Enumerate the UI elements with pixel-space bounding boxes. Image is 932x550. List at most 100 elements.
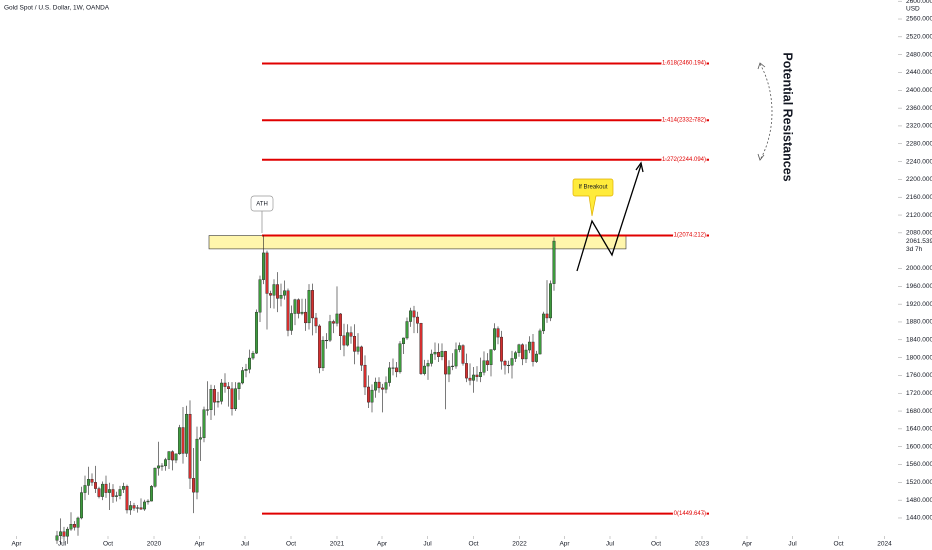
y-tick-label: 1960.000: [906, 283, 932, 290]
candle-body: [451, 365, 455, 367]
candle-body: [335, 313, 339, 324]
candle-body: [391, 367, 395, 369]
candle-body: [100, 483, 104, 497]
candle-body: [486, 360, 490, 365]
y-tick-label: 1880.000: [906, 319, 932, 326]
candle-body: [461, 345, 465, 364]
breakout-label: If Breakout: [578, 185, 607, 191]
candle-body: [104, 483, 108, 493]
candle-body: [328, 321, 332, 341]
candle-body: [160, 465, 164, 467]
x-tick-label: Apr: [11, 541, 22, 548]
candle-body: [430, 353, 434, 364]
candle-body: [170, 451, 174, 461]
candle-body: [226, 386, 230, 389]
candle-body: [405, 321, 409, 339]
x-tick-label: Oct: [286, 541, 296, 548]
candle-body: [93, 482, 97, 489]
x-tick-label: Apr: [559, 541, 570, 548]
candle-body: [542, 313, 546, 332]
candle-body: [388, 367, 392, 383]
fib-layer: 1.618(2460.194) 1.414(2332.782) 1.272(2244…: [262, 60, 709, 518]
candle-body: [181, 427, 185, 454]
candle-body: [444, 351, 448, 375]
candle-body: [283, 290, 287, 296]
candle-body: [482, 360, 486, 373]
y-tick-label: 1440.000: [906, 515, 932, 522]
candle-body: [97, 488, 101, 497]
x-tick-label: Apr: [742, 541, 753, 548]
candle-body: [517, 344, 521, 353]
projection-path: [576, 164, 642, 272]
candle-body: [219, 382, 223, 402]
candle-body: [191, 478, 195, 493]
candle-body: [552, 240, 556, 284]
axis-layer: 1440.000 1480.000 1520.000 1560.000 1600.000…: [11, 0, 932, 548]
candle-body: [55, 535, 59, 541]
candle-body: [269, 293, 273, 296]
candle-body: [423, 365, 427, 374]
candle-body: [300, 311, 304, 314]
chart-title: Gold Spot / U.S. Dollar, 1W, OANDA: [4, 5, 110, 12]
candle-body: [90, 479, 94, 483]
breakout-callout: [572, 178, 614, 217]
candle-body: [307, 290, 311, 324]
candle-body: [265, 252, 269, 294]
candle-body: [437, 352, 441, 357]
candle-body: [240, 370, 244, 384]
candle-body: [114, 495, 118, 497]
candle-body: [209, 389, 213, 410]
candle-body: [475, 374, 479, 377]
price-label: 2061.539: [906, 238, 932, 245]
candle-body: [381, 387, 385, 390]
candle-body: [59, 531, 63, 537]
candle-body: [496, 328, 500, 338]
x-tick-label: Jul: [241, 541, 250, 548]
y-tick-label: 2240.000: [906, 158, 932, 165]
x-tick-label: Oct: [103, 541, 113, 548]
candle-body: [79, 492, 83, 519]
x-tick-label: 2022: [512, 541, 527, 548]
candle-body: [262, 252, 266, 280]
y-tick-label: 1800.000: [906, 354, 932, 361]
candle-body: [419, 323, 423, 374]
candle-body: [216, 401, 220, 403]
candle-body: [146, 500, 150, 503]
y-tick-label: 1840.000: [906, 337, 932, 344]
candle-body: [223, 382, 227, 387]
candle-body: [535, 353, 539, 362]
candle-body: [247, 357, 251, 370]
candle-body: [153, 467, 157, 487]
bracket-arrowhead: [757, 153, 765, 161]
candle-body: [524, 349, 528, 360]
y-tick-label: 2520.000: [906, 34, 932, 41]
ath-label: ATH: [256, 202, 268, 208]
candle-body: [279, 295, 283, 299]
y-tick-label: 1920.000: [906, 301, 932, 308]
y-tick-label: 2400.000: [906, 87, 932, 94]
ath-box: [250, 195, 274, 212]
candle-body: [132, 505, 136, 509]
candle-body: [507, 364, 511, 366]
candle-body: [202, 409, 206, 438]
y-tick-label: 1680.000: [906, 408, 932, 415]
candle-body: [510, 358, 514, 366]
x-tick-label: Jul: [58, 541, 67, 548]
x-tick-label: Oct: [468, 541, 478, 548]
candle-body: [395, 367, 399, 373]
y-tick-label: 1520.000: [906, 479, 932, 486]
candle-body: [304, 311, 308, 324]
candle-body: [86, 479, 90, 486]
y-tick-label: 2480.000: [906, 51, 932, 58]
candle-body: [416, 316, 420, 324]
candle-body: [332, 321, 336, 324]
y-tick-label: 2120.000: [906, 212, 932, 219]
candle-body: [254, 311, 258, 354]
fib-label: 1.272(2244.094): [662, 157, 706, 163]
candle-body: [72, 524, 76, 528]
y-tick-label: 1600.000: [906, 443, 932, 450]
candle-body: [458, 345, 462, 350]
x-tick-label: 2024: [877, 541, 892, 548]
projection-arrowhead: [635, 161, 644, 173]
candle-body: [65, 528, 69, 537]
